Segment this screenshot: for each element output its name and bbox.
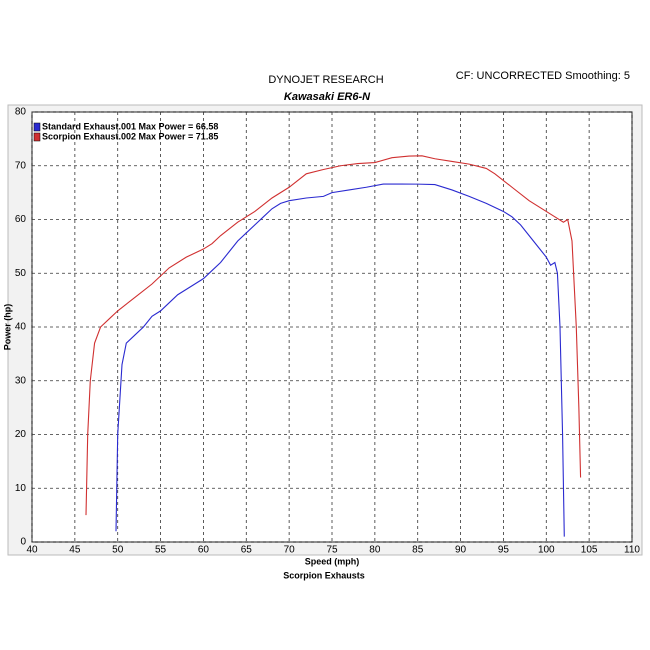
x-tick-label: 55 — [155, 545, 167, 556]
x-tick-label: 45 — [69, 545, 81, 556]
x-tick-label: 70 — [284, 545, 296, 556]
y-tick-label: 80 — [15, 107, 27, 118]
x-tick-label: 60 — [198, 545, 210, 556]
annotation: CF: UNCORRECTED Smoothing: 5 — [456, 70, 630, 82]
y-tick-label: 30 — [15, 375, 27, 386]
y-tick-label: 0 — [20, 537, 26, 548]
x-tick-label: 100 — [538, 545, 555, 556]
y-tick-label: 40 — [15, 322, 27, 333]
data-line — [85, 155, 582, 516]
x-tick-label: 75 — [326, 545, 338, 556]
x-axis-label: Speed (mph) — [305, 556, 360, 566]
y-tick-label: 50 — [15, 268, 27, 279]
legend-label: Scorpion Exhaust.002 Max Power = 71.85 — [42, 131, 218, 141]
x-tick-label: 80 — [369, 545, 381, 556]
y-tick-label: 60 — [15, 214, 27, 225]
legend-swatch — [33, 132, 41, 142]
x-tick-label: 50 — [112, 545, 124, 556]
x-tick-label: 95 — [498, 545, 510, 556]
y-tick-label: 10 — [15, 483, 27, 494]
y-tick-label: 70 — [15, 160, 27, 171]
data-line — [115, 183, 565, 537]
x-tick-label: 65 — [241, 545, 253, 556]
legend-swatch — [33, 122, 41, 132]
legend-label: Standard Exhaust.001 Max Power = 66.58 — [42, 121, 218, 131]
y-axis-label: Power (hp) — [2, 304, 12, 351]
chart-subtitle: Kawasaki ER6-N — [284, 91, 371, 103]
chart-title: DYNOJET RESEARCH — [268, 74, 383, 86]
x-tick-label: 40 — [26, 545, 38, 556]
x-tick-label: 110 — [624, 545, 640, 556]
x-tick-label: 90 — [455, 545, 467, 556]
y-tick-label: 20 — [15, 429, 27, 440]
footer: Scorpion Exhausts — [283, 570, 365, 580]
x-tick-label: 105 — [581, 545, 598, 556]
x-tick-label: 85 — [412, 545, 424, 556]
